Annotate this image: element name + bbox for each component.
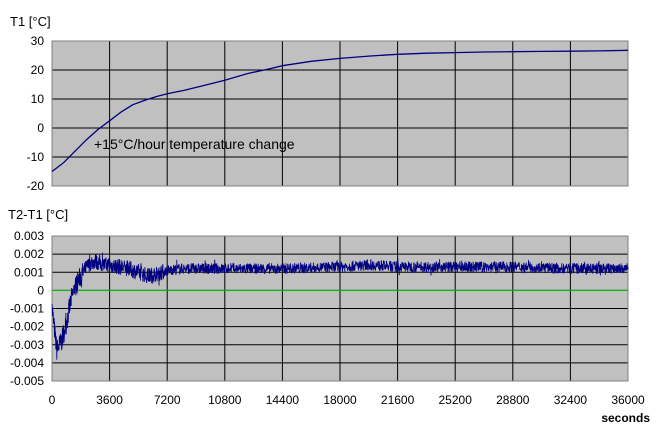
x-tick-label: 25200 (439, 393, 473, 407)
x-tick-labels: 0 3600 7200 10800 14400 18000 21600 25200 28800 3… (49, 393, 645, 407)
y-tick-label: -20 (27, 179, 45, 193)
x-tick-label: 32400 (554, 393, 588, 407)
x-tick-label: 7200 (154, 393, 181, 407)
x-tick-label: 3600 (96, 393, 123, 407)
x-tick-label: 36000 (611, 393, 645, 407)
x-tick-label: 10800 (208, 393, 242, 407)
x-tick-label: 14400 (266, 393, 300, 407)
y-tick-label: -0.001 (10, 302, 44, 316)
y-tick-label: 0 (37, 121, 44, 135)
chart-difference: 0.003 0.002 0.001 0 -0.001 -0.002 -0.003 -0.004… (8, 207, 650, 425)
y-tick-label: 0.002 (14, 247, 44, 261)
y-tick-label: -0.002 (10, 320, 44, 334)
x-tick-label: 28800 (496, 393, 530, 407)
y-tick-label: -10 (27, 150, 45, 164)
y-tick-label: -0.004 (10, 356, 44, 370)
y-tick-label: 10 (31, 92, 45, 106)
plot-border-temperature (51, 40, 629, 187)
y-tick-label: -0.003 (10, 338, 44, 352)
series-line-t1 (51, 49, 629, 173)
y-tick-label: -0.005 (10, 374, 44, 388)
x-axis-unit: seconds (601, 411, 650, 425)
chart-temperature: 30 20 10 0 -10 -20 T1 [°C] +15°C/hour tempera… (10, 14, 629, 193)
annotation-rate: +15°C/hour temperature change (94, 136, 295, 152)
x-tick-label: 18000 (323, 393, 357, 407)
y-axis-title-difference: T2-T1 [°C] (8, 207, 68, 222)
y-tick-label: 0.003 (14, 229, 44, 243)
x-tick-label: 21600 (381, 393, 415, 407)
y-tick-labels-temperature: 30 20 10 0 -10 -20 (27, 34, 45, 193)
y-tick-label: 0 (37, 283, 44, 297)
y-tick-labels-difference: 0.003 0.002 0.001 0 -0.001 -0.002 -0.003 -0.004… (10, 229, 44, 388)
y-tick-label: 0.001 (14, 265, 44, 279)
y-axis-title-temperature: T1 [°C] (10, 14, 51, 29)
x-tick-label: 0 (49, 393, 56, 407)
series-line-difference (51, 252, 629, 360)
y-tick-label: 30 (31, 34, 45, 48)
y-tick-label: 20 (31, 63, 45, 77)
